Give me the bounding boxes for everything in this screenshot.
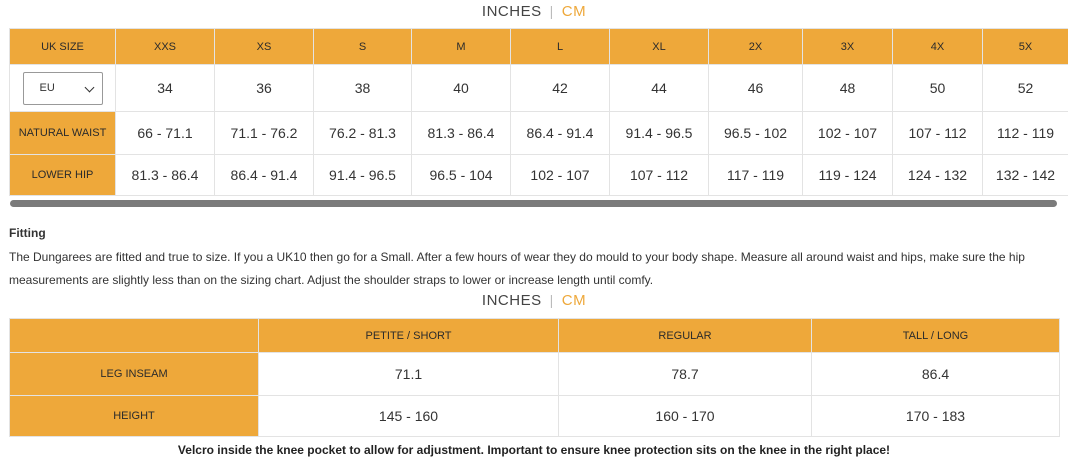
cm-option[interactable]: CM xyxy=(561,3,587,20)
eu-size-row: EU 34 36 38 40 42 44 46 48 50 52 xyxy=(9,64,1068,112)
height-row: HEIGHT 145 - 160 160 - 170 170 - 183 xyxy=(9,395,1060,437)
height-cell: 160 - 170 xyxy=(558,395,812,437)
waist-cell: 91.4 - 96.5 xyxy=(609,111,709,155)
unit-separator: | xyxy=(549,3,554,19)
eu-size-cell: 36 xyxy=(214,64,314,112)
height-label: HEIGHT xyxy=(9,395,259,437)
eu-size-cell: 38 xyxy=(313,64,412,112)
hip-cell: 119 - 124 xyxy=(802,154,893,196)
eu-size-cell: 48 xyxy=(802,64,893,112)
eu-size-cell: 34 xyxy=(115,64,215,112)
region-select-value: EU xyxy=(39,82,55,94)
size-header: 3X xyxy=(802,28,893,65)
hip-cell: 96.5 - 104 xyxy=(411,154,511,196)
unit-toggle-bottom: INCHES | CM xyxy=(0,289,1068,311)
natural-waist-label: NATURAL WAIST xyxy=(9,111,116,155)
hip-cell: 132 - 142 xyxy=(982,154,1068,196)
leg-column-header: REGULAR xyxy=(558,318,812,353)
eu-size-cell: 40 xyxy=(411,64,511,112)
uk-size-header: UK SIZE xyxy=(9,28,116,65)
unit-toggle-top: INCHES | CM xyxy=(0,0,1068,22)
waist-cell: 71.1 - 76.2 xyxy=(214,111,314,155)
leg-corner-header xyxy=(9,318,259,353)
waist-cell: 76.2 - 81.3 xyxy=(313,111,412,155)
size-header: S xyxy=(313,28,412,65)
height-cell: 170 - 183 xyxy=(811,395,1060,437)
leg-inseam-label: LEG INSEAM xyxy=(9,352,259,396)
knee-pad-footnote: Velcro inside the knee pocket to allow f… xyxy=(177,443,891,457)
inseam-cell: 86.4 xyxy=(811,352,1060,396)
region-select[interactable]: EU xyxy=(22,71,103,105)
size-header: XL xyxy=(609,28,709,65)
waist-cell: 102 - 107 xyxy=(802,111,893,155)
size-chart-table: UK SIZE XXS XS S M L XL 2X 3X 4X 5X EU 3… xyxy=(9,28,1068,196)
size-header: L xyxy=(510,28,610,65)
size-header: XS xyxy=(214,28,314,65)
fitting-description: The Dungarees are fitted and true to siz… xyxy=(9,250,1025,287)
height-cell: 145 - 160 xyxy=(258,395,559,437)
eu-size-cell: 52 xyxy=(982,64,1068,112)
inseam-cell: 78.7 xyxy=(558,352,812,396)
horizontal-scrollbar[interactable] xyxy=(10,200,1057,207)
waist-cell: 66 - 71.1 xyxy=(115,111,215,155)
eu-size-cell: 50 xyxy=(892,64,983,112)
chevron-down-icon xyxy=(84,82,94,92)
eu-size-cell: 46 xyxy=(708,64,803,112)
eu-size-cell: 42 xyxy=(510,64,610,112)
size-header: 4X xyxy=(892,28,983,65)
natural-waist-row: NATURAL WAIST 66 - 71.1 71.1 - 76.2 76.2… xyxy=(9,111,1068,155)
size-header: M xyxy=(411,28,511,65)
size-header: XXS xyxy=(115,28,215,65)
lower-hip-label: LOWER HIP xyxy=(9,154,116,196)
hip-cell: 102 - 107 xyxy=(510,154,610,196)
inches-option[interactable]: INCHES xyxy=(481,292,542,309)
hip-cell: 117 - 119 xyxy=(708,154,803,196)
leg-inseam-row: LEG INSEAM 71.1 78.7 86.4 xyxy=(9,352,1060,396)
hip-cell: 81.3 - 86.4 xyxy=(115,154,215,196)
hip-cell: 86.4 - 91.4 xyxy=(214,154,314,196)
inseam-cell: 71.1 xyxy=(258,352,559,396)
fitting-title: Fitting xyxy=(9,226,46,240)
waist-cell: 107 - 112 xyxy=(892,111,983,155)
size-header: 2X xyxy=(708,28,803,65)
cm-option[interactable]: CM xyxy=(561,292,587,309)
region-select-cell: EU xyxy=(9,64,116,112)
waist-cell: 86.4 - 91.4 xyxy=(510,111,610,155)
size-header-row: UK SIZE XXS XS S M L XL 2X 3X 4X 5X xyxy=(9,28,1068,65)
unit-separator: | xyxy=(549,292,554,308)
waist-cell: 81.3 - 86.4 xyxy=(411,111,511,155)
hip-cell: 91.4 - 96.5 xyxy=(313,154,412,196)
size-header: 5X xyxy=(982,28,1068,65)
leg-header-row: PETITE / SHORT REGULAR TALL / LONG xyxy=(9,318,1060,353)
hip-cell: 107 - 112 xyxy=(609,154,709,196)
hip-cell: 124 - 132 xyxy=(892,154,983,196)
waist-cell: 96.5 - 102 xyxy=(708,111,803,155)
eu-size-cell: 44 xyxy=(609,64,709,112)
waist-cell: 112 - 119 xyxy=(982,111,1068,155)
lower-hip-row: LOWER HIP 81.3 - 86.4 86.4 - 91.4 91.4 -… xyxy=(9,154,1068,196)
leg-column-header: PETITE / SHORT xyxy=(258,318,559,353)
inches-option[interactable]: INCHES xyxy=(481,3,542,20)
leg-length-table: PETITE / SHORT REGULAR TALL / LONG LEG I… xyxy=(9,318,1060,437)
leg-column-header: TALL / LONG xyxy=(811,318,1060,353)
